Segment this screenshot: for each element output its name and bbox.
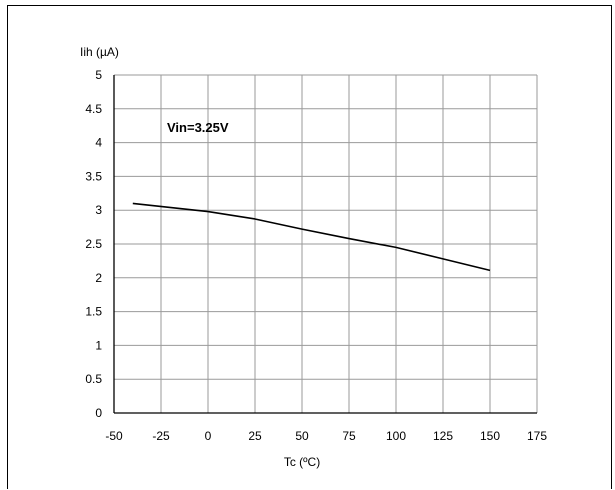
x-tick-label: 50 xyxy=(295,429,309,443)
y-tick-label: 5 xyxy=(95,68,102,82)
series-line xyxy=(132,202,491,272)
figure-frame xyxy=(7,5,612,489)
x-tick-label: 0 xyxy=(205,429,212,443)
axes xyxy=(113,75,537,414)
y-tick-label: 0.5 xyxy=(85,372,102,386)
x-tick-label: 150 xyxy=(480,429,500,443)
x-axis-label: Tc (ºC) xyxy=(284,455,320,469)
tick-labels: -50 -25 0 25 50 75 100 125 150 175 0 0.5 1 1.5 2 2.5 3 3.… xyxy=(85,68,547,443)
y-tick-label: 4 xyxy=(95,136,102,150)
y-tick-label: 1.5 xyxy=(85,305,102,319)
y-tick-label: 4.5 xyxy=(85,102,102,116)
y-axis-label: Iih (µA) xyxy=(80,45,119,59)
y-tick-label: 3 xyxy=(95,203,102,217)
x-tick-label: 125 xyxy=(433,429,453,443)
x-tick-label: -25 xyxy=(152,429,170,443)
x-tick-label: 25 xyxy=(248,429,262,443)
series-layer xyxy=(132,202,491,272)
x-tick-label: 100 xyxy=(386,429,406,443)
vin-annotation: Vin=3.25V xyxy=(167,120,229,135)
grid xyxy=(114,74,538,413)
y-tick-label: 1 xyxy=(95,338,102,352)
x-tick-label: 175 xyxy=(527,429,547,443)
y-tick-label: 2 xyxy=(95,271,102,285)
x-tick-label: -50 xyxy=(105,429,123,443)
y-tick-label: 2.5 xyxy=(85,237,102,251)
y-tick-label: 0 xyxy=(95,406,102,420)
y-tick-label: 3.5 xyxy=(85,169,102,183)
x-tick-label: 75 xyxy=(342,429,356,443)
